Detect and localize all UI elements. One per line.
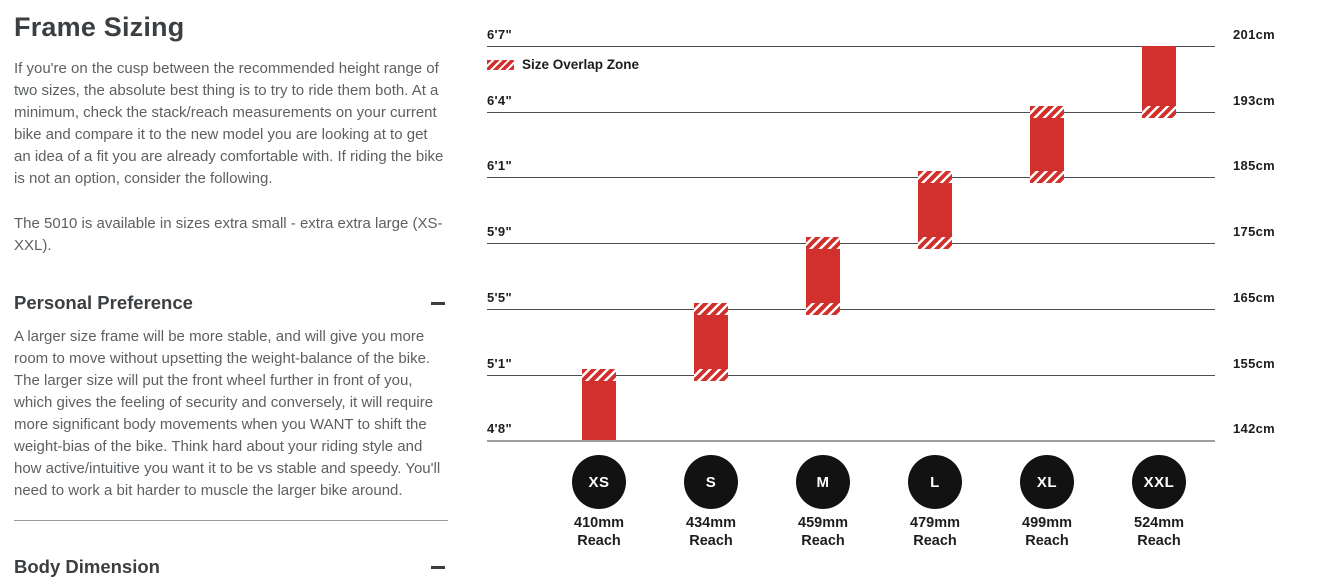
height-label-metric: 185cm [1233,158,1275,173]
reach-label-xs: 410mm Reach [543,514,655,550]
height-label-metric: 175cm [1233,224,1275,239]
height-label-imperial: 6'7" [487,27,512,42]
reach-caption: Reach [689,533,733,549]
height-label-imperial: 6'4" [487,93,512,108]
section-heading: Body Dimension [14,556,160,577]
height-gridline [487,309,1215,310]
size-circle-xs: XS [572,455,626,509]
overlap-zone-top [1030,106,1064,118]
overlap-zone-bottom [1142,106,1176,118]
height-gridline [487,46,1215,47]
collapse-minus-icon[interactable] [431,301,445,305]
overlap-zone-bottom [1030,171,1064,183]
overlap-zone-top [918,171,952,183]
accordion-header-personal-preference[interactable]: Personal Preference [14,292,448,314]
overlap-zone-bottom [694,369,728,381]
reach-label-m: 459mm Reach [767,514,879,550]
page-title: Frame Sizing [14,12,185,42]
overlap-zone-bottom [806,303,840,315]
height-label-imperial: 6'1" [487,158,512,173]
reach-value: 410mm [574,515,624,531]
size-circle-m: M [796,455,850,509]
reach-label-xl: 499mm Reach [991,514,1103,550]
size-bar-xl [1030,106,1064,183]
height-label-imperial: 5'1" [487,356,512,371]
reach-label-l: 479mm Reach [879,514,991,550]
reach-caption: Reach [913,533,957,549]
height-label-imperial: 4'8" [487,421,512,436]
reach-value: 524mm [1134,515,1184,531]
height-label-imperial: 5'9" [487,224,512,239]
section-heading: Personal Preference [14,292,193,313]
legend-label: Size Overlap Zone [522,57,640,72]
height-gridline [487,375,1215,376]
height-label-imperial: 5'5" [487,290,512,305]
reach-caption: Reach [801,533,845,549]
section-body: A larger size frame will be more stable,… [14,328,441,499]
height-gridline [487,112,1215,113]
overlap-zone-top [582,369,616,381]
accordion-header-body-dimension[interactable]: Body Dimension [14,556,448,578]
size-bar-xxl [1142,46,1176,118]
size-circle-s: S [684,455,738,509]
reach-label-s: 434mm Reach [655,514,767,550]
height-label-metric: 142cm [1233,421,1275,436]
height-gridline [487,243,1215,244]
size-circle-xl: XL [1020,455,1074,509]
size-overlap-legend: Size Overlap Zone [487,57,639,72]
height-gridline [487,177,1215,178]
size-bar-xs [582,369,616,440]
accordion-personal-preference: Personal Preference A larger size frame … [14,292,448,502]
height-label-metric: 193cm [1233,93,1275,108]
collapse-minus-icon[interactable] [431,565,445,569]
accordion-body-dimension: Body Dimension Not all bodies at a given… [14,556,448,586]
size-bar-s [694,303,728,381]
height-label-metric: 201cm [1233,27,1275,42]
reach-caption: Reach [1025,533,1069,549]
size-chart: Size Overlap Zone 6'7" 201cm 6'4" 193cm 6'1"… [485,0,1281,586]
intro-paragraph: If you're on the cusp between the recomm… [14,60,444,187]
size-bar-m [806,237,840,315]
reach-caption: Reach [577,533,621,549]
reach-value: 434mm [686,515,736,531]
overlap-zone-top [694,303,728,315]
size-circle-xxl: XXL [1132,455,1186,509]
size-circle-l: L [908,455,962,509]
size-bar-l [918,171,952,249]
availability-paragraph: The 5010 is available in sizes extra sma… [14,215,443,254]
reach-value: 459mm [798,515,848,531]
overlap-zone-bottom [918,237,952,249]
height-gridline [487,440,1215,442]
reach-value: 479mm [910,515,960,531]
height-label-metric: 165cm [1233,290,1275,305]
reach-label-xxl: 524mm Reach [1103,514,1215,550]
overlap-zone-top [806,237,840,249]
section-divider [14,520,448,521]
reach-caption: Reach [1137,533,1181,549]
overlap-hatch-swatch-icon [487,59,514,70]
sizing-info-panel: Frame Sizing If you're on the cusp betwe… [14,12,448,586]
reach-value: 499mm [1022,515,1072,531]
height-label-metric: 155cm [1233,356,1275,371]
